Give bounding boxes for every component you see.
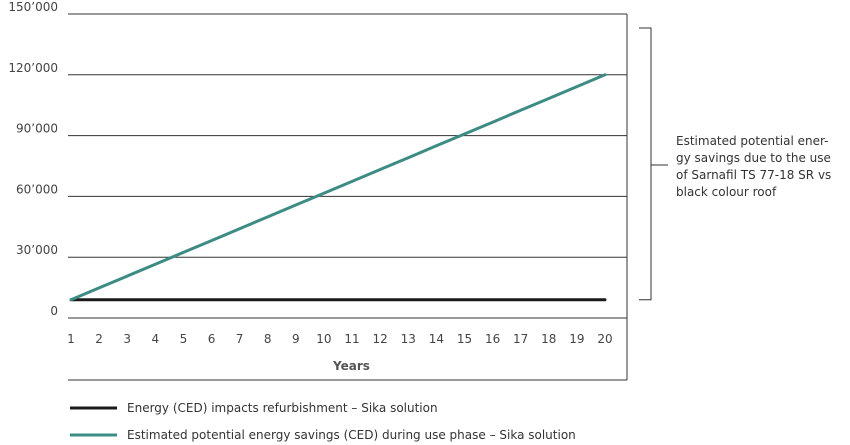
legend: Energy (CED) impacts refurbishment – Sik…	[70, 401, 576, 442]
x-tick-label: 8	[264, 332, 272, 346]
x-tick-label: 19	[569, 332, 584, 346]
legend-label: Energy (CED) impacts refurbishment – Sik…	[127, 401, 438, 415]
x-tick-label: 15	[457, 332, 472, 346]
grid-lines	[68, 13, 628, 381]
bracket	[639, 27, 652, 301]
x-tick-label: 11	[344, 332, 359, 346]
x-tick-label: 18	[541, 332, 556, 346]
x-tick-label: 6	[208, 332, 216, 346]
x-tick-label: 13	[401, 332, 416, 346]
x-tick-label: 16	[485, 332, 500, 346]
x-axis-tick-labels: 1 2 3 4 5 6 7 8 9 10 11 12 13 14 15 16 17 18 19 20	[67, 332, 612, 346]
x-tick-label: 5	[180, 332, 188, 346]
annotation-line: Estimated potential ener-	[676, 134, 829, 148]
y-tick-label: 0	[50, 304, 58, 318]
annotation-line: of Sarnafil TS 77-18 SR vs	[676, 168, 831, 182]
y-tick-label: 30’000	[16, 243, 58, 257]
savings-annotation: Estimated potential ener-gy savings due …	[676, 134, 831, 199]
x-tick-label: 7	[236, 332, 244, 346]
y-tick-label: 60’000	[16, 182, 58, 196]
y-tick-label: 90’000	[16, 122, 58, 136]
x-tick-label: 17	[513, 332, 528, 346]
y-tick-label: 150’000	[8, 0, 58, 14]
x-tick-label: 14	[429, 332, 444, 346]
x-axis-label: Years	[332, 359, 370, 373]
x-tick-label: 12	[373, 332, 388, 346]
savings-bracket	[639, 27, 668, 301]
x-tick-label: 4	[151, 332, 159, 346]
x-tick-label: 2	[95, 332, 103, 346]
annotation-line: gy savings due to the use	[676, 151, 831, 165]
x-tick-label: 1	[67, 332, 75, 346]
x-tick-label: 10	[316, 332, 331, 346]
series-lines	[69, 73, 607, 302]
series-line-2	[69, 73, 607, 302]
legend-label: Estimated potential energy savings (CED)…	[127, 428, 576, 442]
x-tick-label: 3	[123, 332, 131, 346]
x-tick-label: 9	[292, 332, 300, 346]
annotation-line: black colour roof	[676, 185, 777, 199]
y-axis-tick-labels: 0 30’000 60’000 90’000 120’000 150’000	[8, 0, 58, 318]
y-tick-label: 120’000	[8, 61, 58, 75]
x-tick-label: 20	[597, 332, 612, 346]
